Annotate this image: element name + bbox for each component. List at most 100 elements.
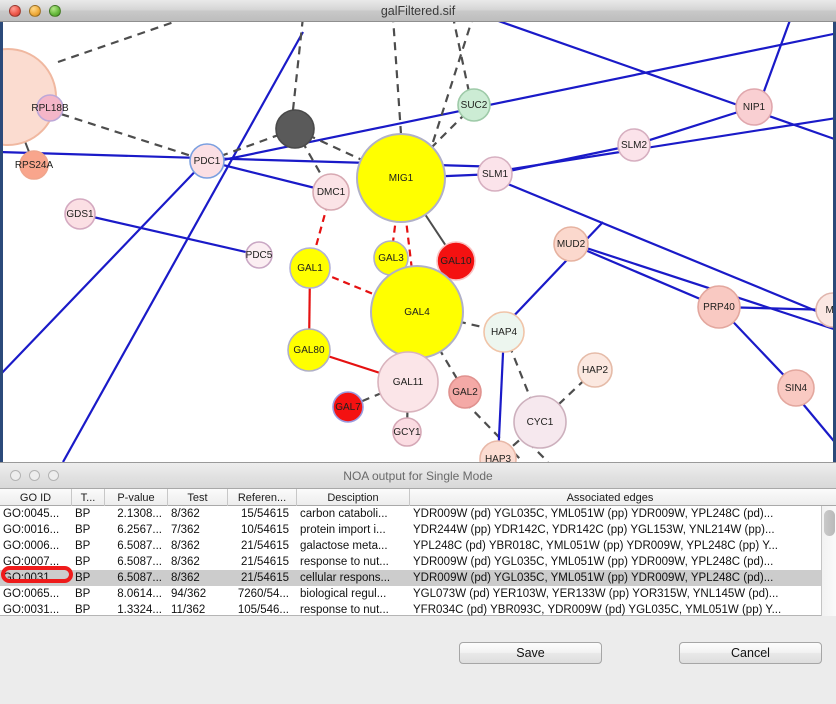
graph-node-GCY1[interactable]: GCY1 <box>392 417 422 447</box>
node-circle[interactable] <box>777 369 815 407</box>
node-circle[interactable] <box>577 352 613 388</box>
column-header-edges[interactable]: Associated edges <box>566 491 654 504</box>
node-circle[interactable] <box>457 88 491 122</box>
graph-edge-GAL11-GAL7[interactable] <box>347 380 409 409</box>
graph-node-GDS1[interactable]: GDS1 <box>64 198 96 230</box>
node-circle[interactable] <box>436 241 476 281</box>
noa-results-table[interactable]: GO ID T... P-value Test Referen... Desciption… <box>0 489 836 648</box>
scrollbar-thumb[interactable] <box>824 510 835 536</box>
node-circle[interactable] <box>477 156 513 192</box>
node-circle[interactable] <box>735 88 773 126</box>
graph-node-GAL10[interactable]: GAL10 <box>436 241 476 281</box>
graph-node-MUD2[interactable]: MUD2 <box>553 226 589 262</box>
graph-edge-PDC1-DMC1[interactable] <box>206 159 332 194</box>
graph-edge-GDS1-PDC5[interactable] <box>79 212 260 257</box>
graph-node-PRP40[interactable]: PRP40 <box>697 285 741 329</box>
noa-close-icon[interactable] <box>10 470 21 481</box>
table-row[interactable]: GO:0016... BP 6.2567... 7/362 10/54615 protei… <box>0 522 836 538</box>
node-circle[interactable] <box>312 173 350 211</box>
graph-edge-peripheral[interactable] <box>567 240 833 332</box>
graph-node-MS[interactable]: MS <box>815 292 833 328</box>
graph-edge-peripheral[interactable] <box>3 157 209 377</box>
node-circle[interactable] <box>483 311 525 353</box>
graph-node-MIG1[interactable]: MIG1 <box>356 133 446 223</box>
graph-edge-peripheral[interactable] <box>497 178 833 322</box>
column-header-ref[interactable]: Referen... <box>228 489 297 506</box>
graph-node-HAP3[interactable]: HAP3 <box>479 440 517 462</box>
node-circle[interactable] <box>513 395 567 449</box>
graph-node-RPS24A[interactable]: RPS24A <box>15 150 54 180</box>
graph-edge-SLM2-NIP1[interactable] <box>633 105 755 147</box>
graph-edge-peripheral[interactable] <box>62 31 304 462</box>
graph-node-GRAYNODE[interactable] <box>275 109 315 149</box>
graph-edge-SLM1-SLM2[interactable] <box>494 143 635 176</box>
graph-node-SLM2[interactable]: SLM2 <box>617 128 651 162</box>
node-circle[interactable] <box>479 440 517 462</box>
node-circle[interactable] <box>617 128 651 162</box>
graph-node-DMC1[interactable]: DMC1 <box>312 173 350 211</box>
network-graph[interactable]: RPL18B RPS24A GDS1 PDC1 PDC5 DMC1 MIG1 SUC2 SLM1… <box>3 22 833 462</box>
graph-edge-peripheral[interactable] <box>57 22 203 64</box>
graph-node-SUC2[interactable]: SUC2 <box>457 88 491 122</box>
minimize-icon[interactable] <box>29 4 41 17</box>
network-canvas[interactable]: RPL18B RPS24A GDS1 PDC1 PDC5 DMC1 MIG1 SUC2 SLM1… <box>0 22 836 462</box>
graph-edge-peripheral[interactable] <box>291 22 304 111</box>
node-circle[interactable] <box>332 391 364 423</box>
graph-node-GAL11[interactable]: GAL11 <box>377 351 439 413</box>
graph-node-HAP4[interactable]: HAP4 <box>483 311 525 353</box>
cancel-button[interactable]: Cancel <box>679 642 822 664</box>
node-circle[interactable] <box>815 292 833 328</box>
table-row[interactable]: GO:0065... BP 8.0614... 94/362 7260/54... bio… <box>0 586 836 602</box>
close-icon[interactable] <box>9 4 21 17</box>
node-circle[interactable] <box>448 375 482 409</box>
column-header-pval[interactable]: P-value <box>105 489 168 506</box>
node-circle[interactable] <box>377 351 439 413</box>
graph-node-SIN4[interactable]: SIN4 <box>777 369 815 407</box>
node-circle[interactable] <box>19 150 49 180</box>
table-row[interactable]: GO:0031... BP 6.5087... 8/362 21/54615 cellul… <box>0 570 836 586</box>
graph-edge-peripheral[interactable] <box>431 22 473 143</box>
column-header-type[interactable]: T... <box>72 489 105 506</box>
graph-node-GAL1[interactable]: GAL1 <box>289 247 331 289</box>
graph-edge-peripheral[interactable] <box>392 22 403 135</box>
graph-node-PDC5[interactable]: PDC5 <box>245 241 273 269</box>
node-circle[interactable] <box>392 417 422 447</box>
node-circle[interactable] <box>553 226 589 262</box>
graph-edge-MUD2-PRP40[interactable] <box>570 242 720 309</box>
node-circle[interactable] <box>36 94 64 122</box>
graph-node-CYC1[interactable]: CYC1 <box>513 395 567 449</box>
graph-node-SLM1[interactable]: SLM1 <box>477 156 513 192</box>
table-row[interactable]: GO:0045... BP 2.1308... 8/362 15/54615 carbon… <box>0 506 836 522</box>
graph-node-HAP2[interactable]: HAP2 <box>577 352 613 388</box>
table-row[interactable]: GO:0006... BP 6.5087... 8/362 21/54615 galact… <box>0 538 836 554</box>
graph-node-GAL2[interactable]: GAL2 <box>448 375 482 409</box>
graph-edge-peripheral[interactable] <box>452 22 471 93</box>
node-circle[interactable] <box>189 143 225 179</box>
maximize-icon[interactable] <box>49 4 61 17</box>
node-circle[interactable] <box>275 109 315 149</box>
node-circle[interactable] <box>245 241 273 269</box>
graph-node-RPL18B[interactable]: RPL18B <box>31 94 69 122</box>
graph-edge-HAP4-HAP3[interactable] <box>496 331 506 460</box>
column-header-desc[interactable]: Desciption <box>297 489 410 506</box>
column-header-goid[interactable]: GO ID <box>0 489 72 506</box>
table-row[interactable]: GO:0031... BP 1.3324... 11/362 105/546... res… <box>0 602 836 618</box>
node-circle[interactable] <box>697 285 741 329</box>
graph-node-PDC1[interactable]: PDC1 <box>189 143 225 179</box>
table-row[interactable]: GO:0007... BP 6.5087... 8/362 21/54615 respon… <box>0 554 836 570</box>
table-vertical-scrollbar[interactable] <box>821 506 836 616</box>
node-circle[interactable] <box>64 198 96 230</box>
noa-maximize-icon[interactable] <box>48 470 59 481</box>
noa-minimize-icon[interactable] <box>29 470 40 481</box>
graph-node-GAL80[interactable]: GAL80 <box>287 328 331 372</box>
graph-edge-peripheral[interactable] <box>212 32 833 164</box>
node-circle[interactable] <box>356 133 446 223</box>
column-header-test[interactable]: Test <box>168 489 228 506</box>
node-circle[interactable] <box>287 328 331 372</box>
graph-node-NIP1[interactable]: NIP1 <box>735 88 773 126</box>
graph-node-GAL7[interactable]: GAL7 <box>332 391 364 423</box>
node-circle[interactable] <box>289 247 331 289</box>
save-button[interactable]: Save <box>459 642 602 664</box>
graph-edge-peripheral[interactable] <box>473 22 833 142</box>
graph-edge-peripheral[interactable] <box>761 22 793 95</box>
